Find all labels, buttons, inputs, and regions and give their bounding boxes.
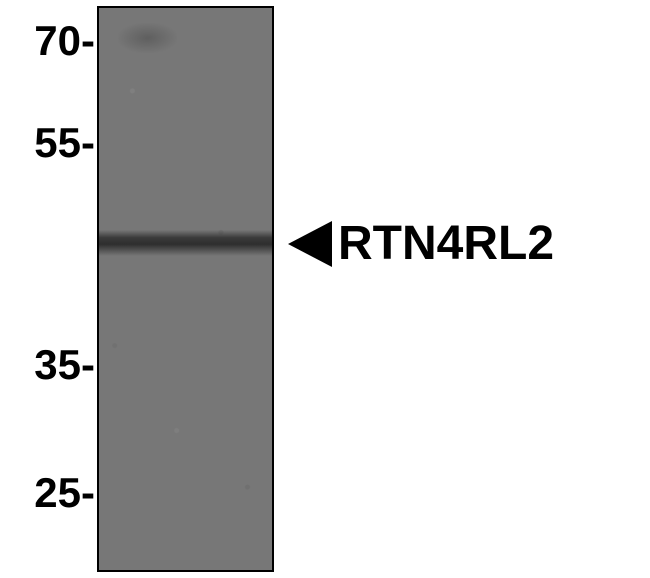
mw-label-55: 55- [34, 119, 95, 167]
mw-label-25: 25- [34, 469, 95, 517]
mw-value: 70- [34, 17, 95, 64]
protein-name: RTN4RL2 [338, 216, 554, 271]
arrow-left-icon [288, 221, 332, 267]
western-blot-figure: 70- 55- 35- 25- RTN4RL2 [0, 0, 650, 578]
gel-lane [97, 6, 274, 572]
mw-value: 35- [34, 341, 95, 388]
top-smudge [118, 23, 176, 53]
protein-band [97, 230, 274, 256]
mw-label-70: 70- [34, 17, 95, 65]
mw-value: 55- [34, 119, 95, 166]
protein-label-group: RTN4RL2 [288, 216, 554, 271]
mw-label-35: 35- [34, 341, 95, 389]
mw-value: 25- [34, 469, 95, 516]
lane-background [97, 6, 274, 572]
